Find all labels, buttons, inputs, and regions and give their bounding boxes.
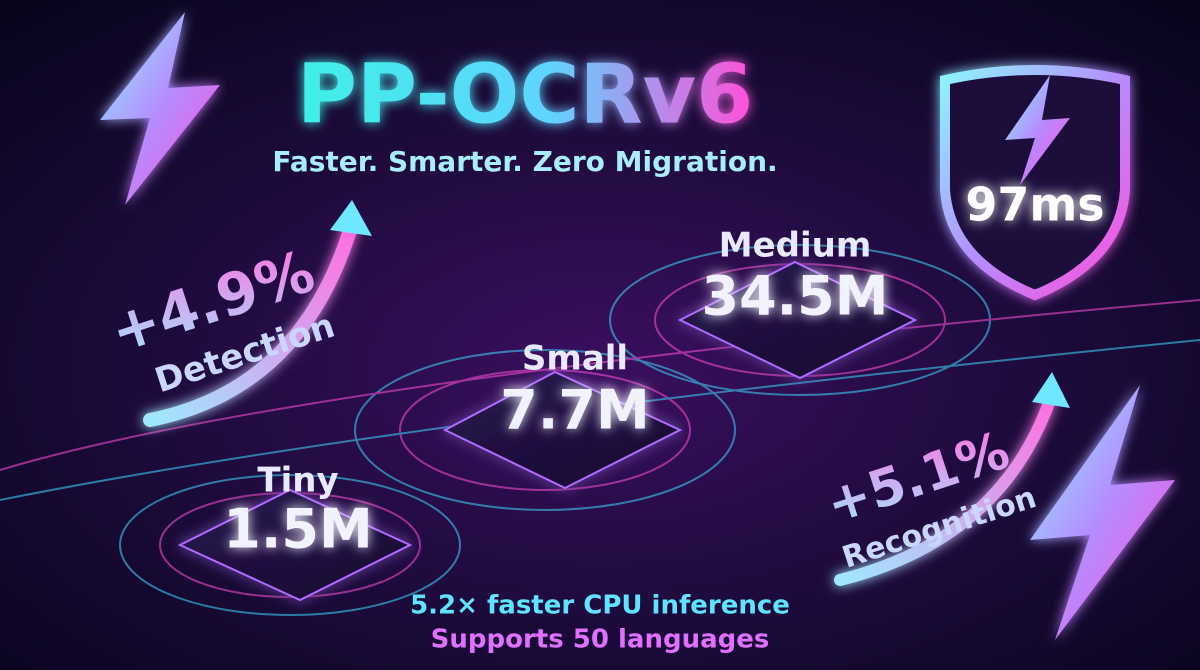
up-arrow (834, 394, 1056, 586)
light-streak (0, 299, 1200, 471)
footer-line: Supports 50 languages (431, 625, 770, 655)
arrow-head (330, 200, 372, 236)
lightning-icon (1030, 385, 1175, 640)
subtitle: Faster. Smarter. Zero Migration. (272, 145, 777, 178)
footer-line: 5.2× faster CPU inference (410, 591, 790, 621)
model-size: 34.5M (702, 265, 889, 328)
ring (354, 349, 736, 511)
platform (442, 370, 683, 490)
platform (177, 488, 413, 602)
title: PP-OCRv6 (297, 47, 753, 142)
platform (677, 260, 918, 380)
shield-bolt (1005, 75, 1070, 185)
up-arrow (143, 223, 357, 427)
model-size: 7.7M (500, 379, 649, 442)
ring (119, 474, 461, 616)
lightning-icon (100, 12, 220, 205)
shield (940, 65, 1130, 301)
model-name: Medium (719, 226, 872, 266)
latency-value: 97ms (965, 178, 1104, 232)
model-name: Small (522, 339, 628, 379)
model-name: Tiny (257, 461, 338, 501)
model-size: 1.5M (223, 498, 372, 561)
arrow-head (1032, 372, 1070, 408)
